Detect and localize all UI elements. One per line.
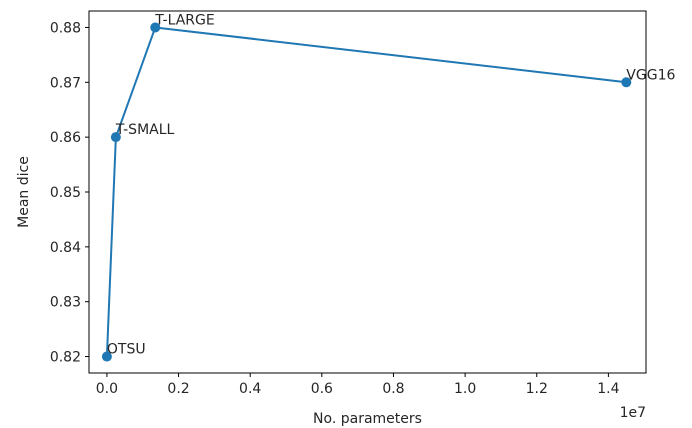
series-line [105, 26, 627, 357]
x-axis-offset-label: 1e7 [620, 405, 646, 421]
y-tick-label: 0.87 [50, 75, 81, 91]
point-labels: OTSU T-SMALL T-LARGE VGG16 [107, 12, 676, 357]
y-tick-label: 0.88 [50, 20, 81, 36]
data-point [101, 351, 112, 362]
x-axis-title: No. parameters [313, 411, 422, 427]
x-tick-label: 0.6 [311, 381, 333, 397]
x-tick-label: 0.8 [382, 381, 404, 397]
y-tick-label: 0.83 [50, 295, 81, 311]
x-tick-label: 1.2 [526, 381, 548, 397]
plot-area-frame [88, 10, 647, 374]
x-tick-label: 0.2 [167, 381, 189, 397]
point-label: T-LARGE [154, 12, 214, 28]
y-axis-title: Mean dice [16, 156, 32, 228]
x-tick-label: 0.4 [239, 381, 261, 397]
y-tick-label: 0.85 [50, 185, 81, 201]
point-label: OTSU [107, 342, 146, 358]
y-tick-label: 0.86 [50, 130, 81, 146]
x-tick-label: 0.0 [96, 381, 118, 397]
point-label: VGG16 [626, 67, 675, 83]
point-label: T-SMALL [115, 122, 175, 138]
y-tick-label: 0.84 [50, 240, 81, 256]
axis-ticks: 0.0 0.2 0.4 0.6 0.8 1.0 1.2 1.4 0.82 0.83 0.84 0.85… [50, 20, 620, 397]
data-point [621, 77, 632, 88]
data-point [150, 22, 161, 33]
series-group [101, 22, 632, 362]
y-tick-label: 0.82 [50, 350, 81, 366]
x-tick-label: 1.4 [597, 381, 619, 397]
x-tick-label: 1.0 [454, 381, 476, 397]
data-point [110, 132, 121, 143]
